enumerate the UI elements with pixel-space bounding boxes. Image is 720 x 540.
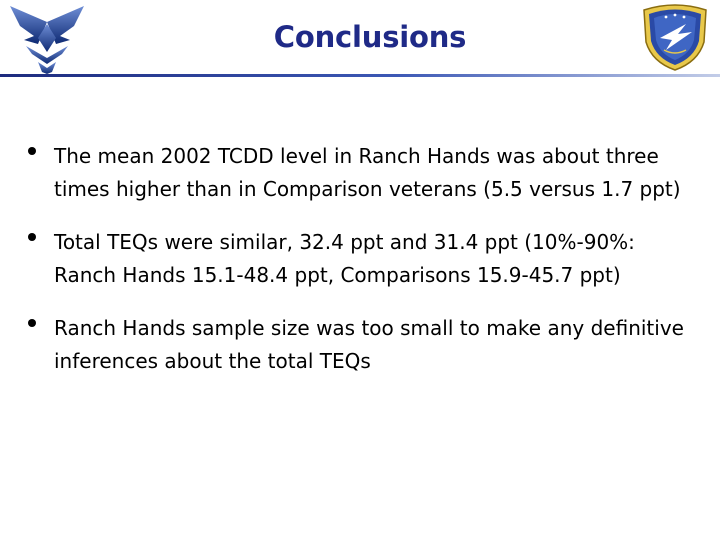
bullet-item: The mean 2002 TCDD level in Ranch Hands … [0, 140, 720, 206]
title-divider [0, 74, 720, 77]
bullet-text: Ranch Hands sample size was too small to… [54, 316, 684, 373]
bullet-item: Ranch Hands sample size was too small to… [0, 312, 720, 378]
bullet-list: The mean 2002 TCDD level in Ranch Hands … [0, 140, 720, 398]
bullet-dot-icon [28, 319, 36, 327]
bullet-item: Total TEQs were similar, 32.4 ppt and 31… [0, 226, 720, 292]
bullet-text: The mean 2002 TCDD level in Ranch Hands … [54, 144, 681, 201]
air-force-wings-icon [10, 6, 84, 74]
bullet-dot-icon [28, 147, 36, 155]
bullet-dot-icon [28, 233, 36, 241]
afrl-shield-seal-icon [643, 4, 707, 71]
slide-title: Conclusions [273, 20, 467, 54]
bullet-text: Total TEQs were similar, 32.4 ppt and 31… [54, 230, 635, 287]
